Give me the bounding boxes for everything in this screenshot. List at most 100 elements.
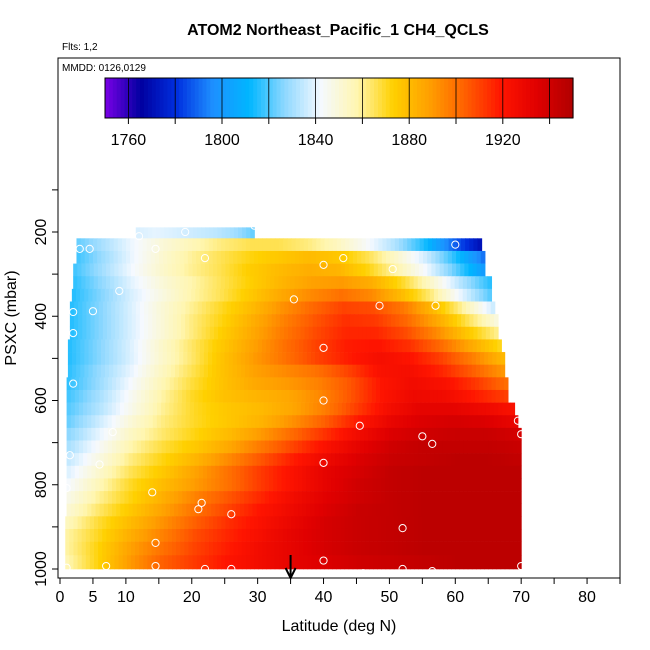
heatmap-cell bbox=[179, 339, 185, 353]
heatmap-cell bbox=[385, 250, 391, 264]
heatmap-cell bbox=[315, 339, 321, 353]
colorbar-segment bbox=[393, 78, 399, 118]
heatmap-cell bbox=[397, 453, 402, 467]
heatmap-cell bbox=[430, 352, 436, 365]
colorbar-segment bbox=[249, 78, 254, 118]
heatmap-cell bbox=[283, 238, 288, 252]
sample-point bbox=[151, 561, 160, 571]
heatmap-cell bbox=[282, 541, 288, 556]
heatmap-cell bbox=[411, 238, 416, 252]
heatmap-cell bbox=[459, 555, 465, 570]
colorbar-segment bbox=[522, 78, 527, 118]
heatmap-cell bbox=[459, 516, 465, 530]
heatmap-cell bbox=[455, 528, 461, 542]
heatmap-cell bbox=[421, 440, 427, 454]
heatmap-cell bbox=[347, 478, 353, 492]
heatmap-cell bbox=[212, 364, 217, 378]
heatmap-cell bbox=[496, 352, 502, 365]
colorbar-segment bbox=[218, 78, 223, 118]
heatmap-cell bbox=[121, 250, 127, 264]
heatmap-cell bbox=[230, 326, 236, 340]
heatmap-cell bbox=[343, 288, 349, 302]
heatmap-cell bbox=[318, 503, 324, 517]
heatmap-cell bbox=[150, 364, 155, 378]
heatmap-cell bbox=[221, 227, 227, 239]
heatmap-cell bbox=[215, 440, 220, 454]
heatmap-cell bbox=[478, 301, 483, 315]
heatmap-cell bbox=[94, 516, 99, 530]
colorbar-segment bbox=[303, 78, 309, 118]
sample-point bbox=[513, 416, 522, 425]
heatmap-cell bbox=[455, 503, 460, 517]
colorbar-segment bbox=[140, 78, 145, 118]
heatmap-cell bbox=[167, 528, 173, 542]
heatmap-cell bbox=[316, 415, 322, 429]
heatmap-cell bbox=[182, 491, 187, 505]
heatmap-cell bbox=[99, 377, 105, 391]
heatmap-cell bbox=[84, 339, 90, 353]
heatmap-cell bbox=[75, 288, 81, 302]
heatmap-cell bbox=[87, 503, 92, 517]
heatmap-cell bbox=[457, 402, 462, 416]
heatmap-cell bbox=[465, 301, 471, 315]
heatmap-cell bbox=[401, 440, 406, 454]
heatmap-cell bbox=[136, 440, 142, 454]
heatmap-cell bbox=[115, 301, 120, 315]
heatmap-cell bbox=[112, 491, 117, 505]
heatmap-cell bbox=[409, 465, 415, 479]
heatmap-cell bbox=[236, 440, 241, 454]
heatmap-cell bbox=[202, 402, 207, 416]
heatmap-cell bbox=[347, 276, 353, 290]
heatmap-cell bbox=[273, 478, 278, 492]
heatmap-cell bbox=[262, 555, 268, 570]
heatmap-cell bbox=[153, 440, 159, 454]
heatmap-cell bbox=[285, 503, 291, 517]
heatmap-cell bbox=[344, 555, 350, 570]
heatmap-cell bbox=[180, 516, 185, 530]
heatmap-cell bbox=[269, 364, 275, 378]
heatmap-cell bbox=[471, 276, 476, 290]
heatmap-cell bbox=[210, 415, 215, 429]
heatmap-cell bbox=[434, 440, 440, 454]
heatmap-cell bbox=[182, 427, 187, 441]
heatmap-cell bbox=[372, 288, 377, 302]
heatmap-cell bbox=[204, 339, 209, 353]
heatmap-cell bbox=[252, 503, 258, 517]
heatmap-cell bbox=[299, 238, 305, 252]
heatmap-cell bbox=[288, 415, 293, 429]
colorbar-segment bbox=[561, 78, 566, 118]
heatmap-cell bbox=[77, 263, 82, 277]
heatmap-cell bbox=[269, 503, 274, 517]
heatmap-cell bbox=[435, 250, 441, 264]
heatmap-cell bbox=[356, 276, 361, 290]
heatmap-cell bbox=[414, 541, 419, 556]
heatmap-cell bbox=[105, 339, 110, 353]
heatmap-cell bbox=[145, 427, 150, 441]
heatmap-cell bbox=[393, 516, 399, 530]
heatmap-cell bbox=[241, 528, 247, 542]
heatmap-cell bbox=[306, 352, 312, 365]
heatmap-cell bbox=[396, 377, 402, 391]
heatmap-cell bbox=[190, 377, 195, 391]
heatmap-cell bbox=[136, 415, 141, 429]
heatmap-cell bbox=[93, 276, 99, 290]
heatmap-cell bbox=[462, 389, 468, 403]
heatmap-cell bbox=[479, 276, 484, 290]
heatmap-cell bbox=[397, 276, 402, 290]
heatmap-cell bbox=[233, 541, 239, 556]
sample-point bbox=[148, 488, 157, 497]
heatmap-cell bbox=[222, 326, 227, 340]
heatmap-cell bbox=[446, 288, 451, 302]
heatmap-cell bbox=[341, 314, 347, 328]
heatmap-cell bbox=[136, 503, 142, 517]
heatmap-cell bbox=[475, 465, 481, 479]
heatmap-cell bbox=[340, 263, 346, 277]
heatmap-cell bbox=[148, 227, 153, 239]
heatmap-cell bbox=[380, 276, 386, 290]
heatmap-cell bbox=[430, 555, 436, 570]
heatmap-cell bbox=[93, 238, 98, 252]
heatmap-cell bbox=[384, 453, 390, 467]
heatmap-cell bbox=[302, 440, 307, 454]
heatmap-cell bbox=[407, 238, 412, 252]
heatmap-cell bbox=[111, 389, 117, 403]
